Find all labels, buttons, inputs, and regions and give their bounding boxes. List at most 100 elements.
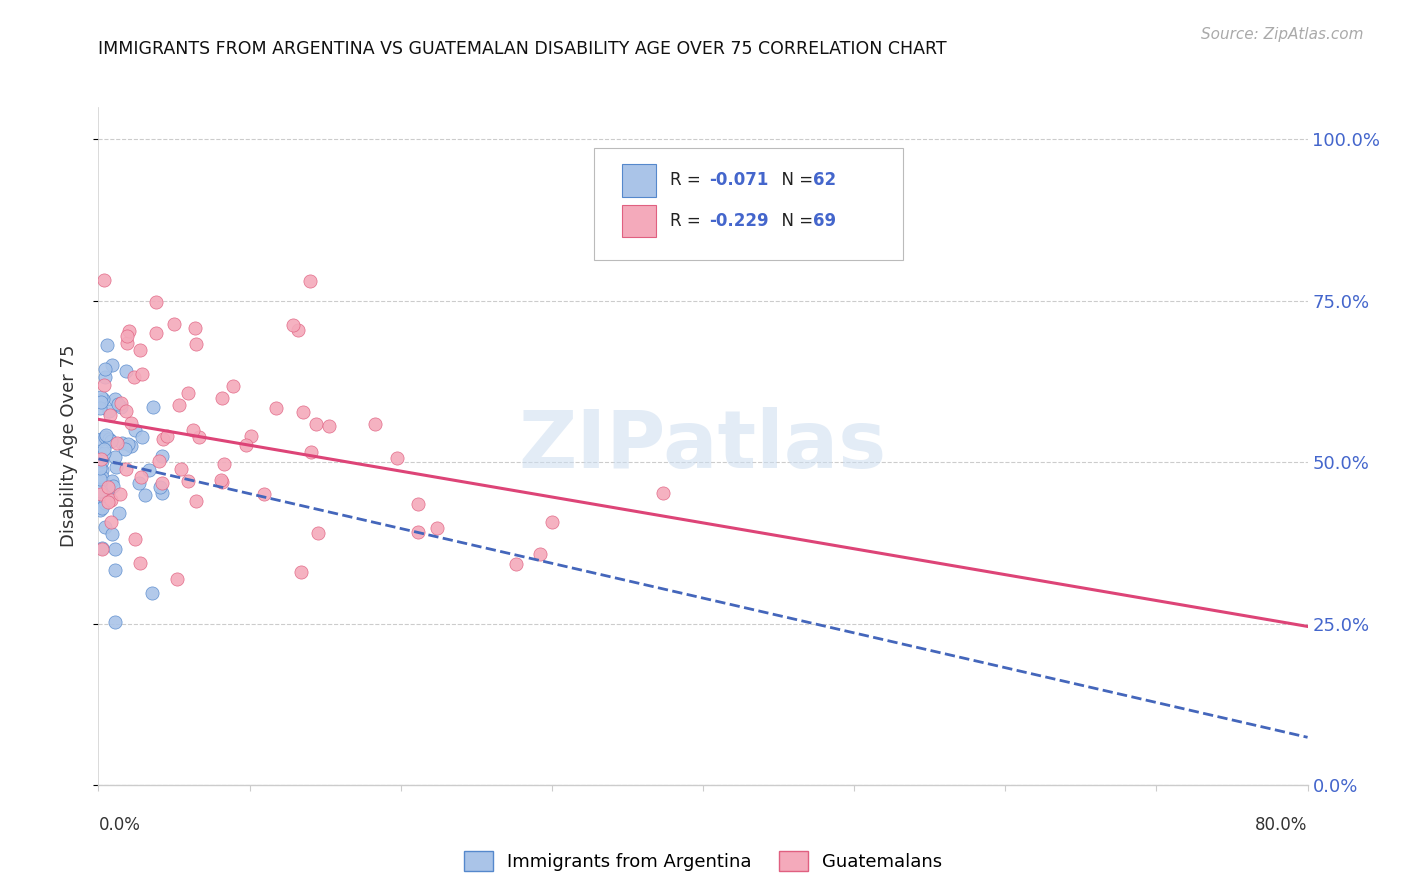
Point xyxy=(124,532,146,546)
Point xyxy=(100,434,122,448)
Point xyxy=(110,400,132,414)
Point xyxy=(540,515,562,529)
Point xyxy=(110,396,132,410)
Point xyxy=(93,430,115,444)
Text: Source: ZipAtlas.com: Source: ZipAtlas.com xyxy=(1201,27,1364,42)
Point xyxy=(97,404,120,418)
Point xyxy=(89,401,111,415)
Point xyxy=(89,472,111,486)
Point xyxy=(129,470,152,484)
Point xyxy=(120,439,142,453)
Point xyxy=(115,335,138,350)
Point xyxy=(90,390,112,404)
Point xyxy=(91,392,114,407)
Point xyxy=(104,563,127,577)
Point xyxy=(97,484,120,499)
Point xyxy=(100,359,122,373)
Text: 80.0%: 80.0% xyxy=(1256,816,1308,834)
Point xyxy=(91,542,114,557)
Point xyxy=(90,395,112,409)
Point xyxy=(122,369,145,384)
Point xyxy=(104,392,127,406)
Point xyxy=(89,492,111,507)
Point xyxy=(96,337,118,351)
Point xyxy=(134,488,156,502)
Y-axis label: Disability Age Over 75: Disability Age Over 75 xyxy=(59,344,77,548)
Point xyxy=(406,525,429,540)
Point xyxy=(104,459,127,474)
Point xyxy=(94,520,117,534)
Point xyxy=(364,417,387,432)
Text: 62: 62 xyxy=(813,171,837,189)
Point xyxy=(93,446,115,460)
Point xyxy=(188,429,211,443)
Point xyxy=(89,483,111,498)
Point xyxy=(264,401,287,415)
Point xyxy=(96,492,118,507)
Text: N =: N = xyxy=(770,171,818,189)
Text: IMMIGRANTS FROM ARGENTINA VS GUATEMALAN DISABILITY AGE OVER 75 CORRELATION CHART: IMMIGRANTS FROM ARGENTINA VS GUATEMALAN … xyxy=(98,40,948,58)
Point xyxy=(184,321,207,335)
Point xyxy=(108,487,131,501)
Point xyxy=(104,450,127,464)
Point xyxy=(150,485,173,500)
Point xyxy=(211,475,233,489)
FancyBboxPatch shape xyxy=(595,148,903,260)
Point xyxy=(186,494,208,508)
Point xyxy=(181,423,204,437)
Point xyxy=(100,475,122,489)
Point xyxy=(177,474,200,488)
Point xyxy=(298,274,321,288)
Point xyxy=(142,400,165,414)
Point xyxy=(89,445,111,459)
Point xyxy=(406,497,429,511)
Point xyxy=(115,462,138,476)
Point xyxy=(170,461,193,475)
Point xyxy=(148,454,170,468)
Point xyxy=(97,480,120,494)
Point xyxy=(118,324,141,338)
Point xyxy=(91,541,114,556)
Text: -0.071: -0.071 xyxy=(709,171,769,189)
Point xyxy=(91,500,114,515)
Point xyxy=(141,586,163,600)
Point xyxy=(150,449,173,463)
Point xyxy=(145,326,167,341)
Point xyxy=(239,429,262,443)
Point xyxy=(114,442,136,456)
Point xyxy=(98,409,121,423)
Point xyxy=(385,450,408,465)
Point xyxy=(89,461,111,475)
Point xyxy=(129,343,152,357)
Point xyxy=(98,432,121,446)
Point xyxy=(96,481,118,495)
Point xyxy=(305,417,328,431)
Point xyxy=(94,362,117,376)
Point xyxy=(235,438,257,452)
Point xyxy=(169,398,191,412)
Point xyxy=(93,378,115,392)
Point xyxy=(318,419,340,434)
Point xyxy=(94,495,117,509)
Point xyxy=(131,430,153,444)
Point xyxy=(299,445,322,459)
Point xyxy=(117,328,139,343)
Point xyxy=(292,405,315,419)
Point xyxy=(177,385,200,400)
Point xyxy=(117,436,139,450)
Point xyxy=(652,485,675,500)
Point xyxy=(148,480,170,494)
Point xyxy=(209,473,232,487)
Point xyxy=(104,541,127,556)
Point xyxy=(90,487,112,501)
Point xyxy=(115,403,138,417)
Point xyxy=(529,547,551,561)
Point xyxy=(129,556,152,570)
Point xyxy=(222,378,245,392)
Text: R =: R = xyxy=(671,212,706,230)
Bar xyxy=(621,204,655,237)
Point xyxy=(93,369,115,384)
Point xyxy=(138,463,160,477)
Point xyxy=(93,442,115,456)
Point xyxy=(290,565,312,579)
